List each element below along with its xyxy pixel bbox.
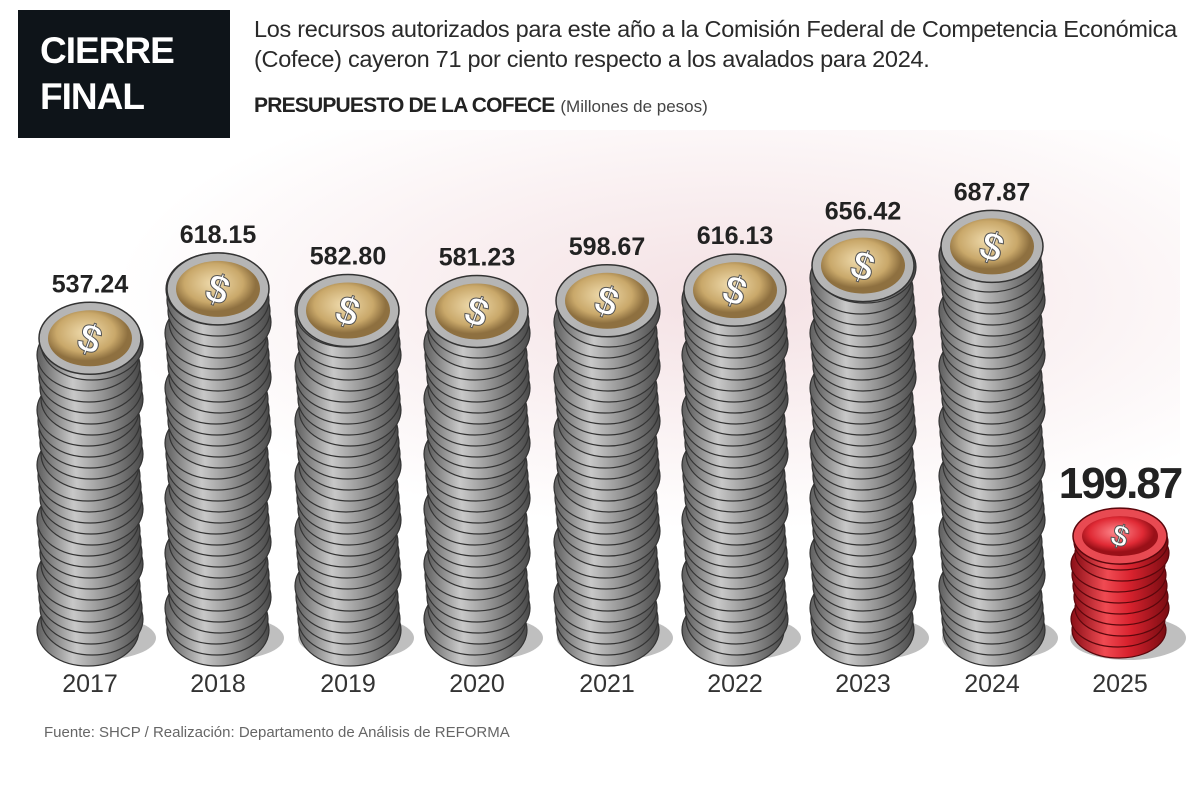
coin-face (565, 272, 649, 329)
year-label: 2023 (835, 670, 891, 698)
value-label: 618.15 (180, 221, 257, 249)
value-label: 581.23 (439, 243, 515, 271)
coin-face (950, 218, 1034, 275)
year-label: 2018 (190, 670, 246, 698)
chart-title: PRESUPUESTO DE LA COFECE (254, 94, 555, 117)
coin-face (821, 237, 905, 294)
year-label: 2019 (320, 670, 376, 698)
coin-face (693, 262, 777, 319)
value-label: 537.24 (52, 270, 129, 298)
chart-unit: (Millones de pesos) (560, 97, 708, 116)
coin-face (435, 283, 519, 340)
value-label: 199.87 (1059, 459, 1182, 508)
value-label: 616.13 (697, 222, 773, 250)
year-label: 2020 (449, 670, 505, 698)
coin-face (176, 260, 260, 317)
year-label: 2025 (1092, 670, 1148, 698)
year-label: 2021 (579, 670, 635, 698)
coin-face (1082, 516, 1158, 557)
year-label: 2022 (707, 670, 763, 698)
value-label: 598.67 (569, 233, 645, 261)
year-label: 2024 (964, 670, 1020, 698)
badge-line-2: FINAL (40, 76, 145, 117)
coin-face (306, 282, 390, 339)
value-label: 687.87 (954, 178, 1030, 206)
source-note: Fuente: SHCP / Realización: Departamento… (44, 724, 510, 741)
description: Los recursos autorizados para este año a… (254, 16, 1177, 72)
year-label: 2017 (62, 670, 118, 698)
value-label: 656.42 (825, 198, 901, 226)
badge-line-1: CIERRE (40, 30, 175, 71)
section-badge: CIERRE FINAL (18, 10, 230, 138)
coin-face (48, 310, 132, 367)
value-label: 582.80 (310, 242, 386, 270)
chart-title-row: PRESUPUESTO DE LA COFECE (Millones de pe… (254, 94, 708, 118)
